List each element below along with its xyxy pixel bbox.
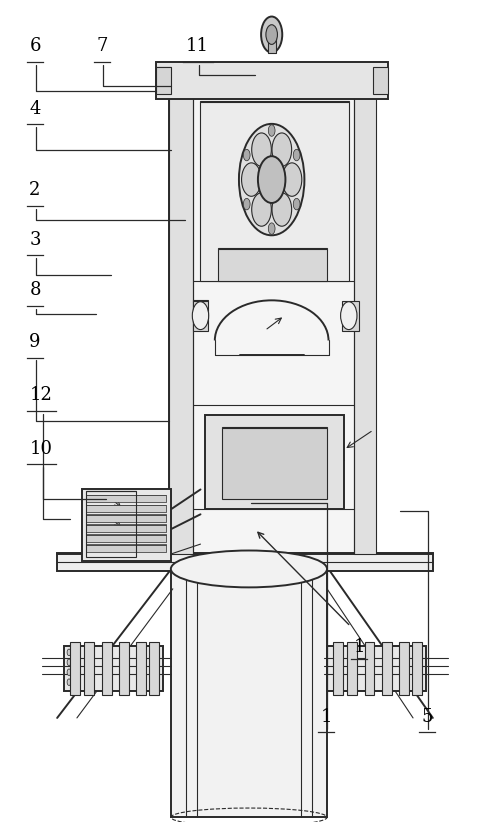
Bar bbox=[70, 643, 80, 695]
Circle shape bbox=[272, 193, 292, 226]
Bar bbox=[347, 643, 356, 695]
Bar bbox=[86, 535, 166, 542]
Bar bbox=[169, 97, 192, 554]
Bar bbox=[119, 643, 130, 695]
Text: 12: 12 bbox=[29, 386, 52, 404]
Circle shape bbox=[67, 679, 71, 686]
Circle shape bbox=[272, 133, 292, 167]
Bar bbox=[86, 492, 136, 557]
Text: 10: 10 bbox=[29, 440, 52, 458]
Text: 3: 3 bbox=[29, 231, 41, 248]
Circle shape bbox=[293, 149, 300, 161]
Bar bbox=[218, 249, 327, 281]
Text: 2: 2 bbox=[29, 182, 40, 200]
Circle shape bbox=[252, 133, 271, 167]
Circle shape bbox=[266, 25, 278, 45]
Text: 6: 6 bbox=[29, 37, 41, 55]
Circle shape bbox=[192, 302, 209, 329]
Bar bbox=[169, 97, 376, 554]
Bar bbox=[382, 643, 393, 695]
Circle shape bbox=[282, 163, 302, 196]
Circle shape bbox=[67, 649, 71, 656]
Bar bbox=[333, 643, 343, 695]
Bar bbox=[412, 643, 422, 695]
Circle shape bbox=[268, 223, 275, 234]
Ellipse shape bbox=[171, 550, 327, 587]
Circle shape bbox=[67, 659, 71, 666]
Bar bbox=[86, 506, 166, 512]
Bar bbox=[136, 643, 146, 695]
Bar bbox=[86, 516, 166, 522]
Text: 9: 9 bbox=[29, 333, 41, 351]
Bar bbox=[86, 496, 166, 502]
Bar bbox=[149, 643, 159, 695]
Circle shape bbox=[293, 198, 300, 210]
Bar bbox=[86, 526, 166, 532]
Text: 1: 1 bbox=[320, 708, 332, 725]
Bar bbox=[327, 647, 426, 691]
Circle shape bbox=[67, 669, 71, 676]
Bar bbox=[342, 301, 358, 331]
Bar bbox=[206, 415, 344, 509]
Bar bbox=[86, 545, 166, 552]
Text: 11: 11 bbox=[186, 37, 209, 55]
Bar bbox=[192, 301, 208, 331]
Circle shape bbox=[242, 163, 261, 196]
Circle shape bbox=[244, 149, 250, 161]
Bar bbox=[64, 647, 163, 691]
Circle shape bbox=[340, 302, 357, 329]
Text: 4: 4 bbox=[29, 100, 40, 117]
Text: 7: 7 bbox=[96, 37, 108, 55]
Bar bbox=[374, 68, 388, 94]
Circle shape bbox=[252, 193, 271, 226]
Bar bbox=[201, 102, 349, 280]
Bar bbox=[268, 35, 276, 53]
Circle shape bbox=[261, 16, 282, 53]
Circle shape bbox=[268, 125, 275, 136]
Bar bbox=[354, 97, 376, 554]
Text: 1: 1 bbox=[354, 639, 365, 657]
Bar bbox=[57, 554, 433, 571]
Bar bbox=[365, 643, 375, 695]
Bar bbox=[84, 643, 94, 695]
Bar bbox=[156, 63, 388, 99]
Circle shape bbox=[244, 198, 250, 210]
Bar bbox=[156, 68, 171, 94]
Bar bbox=[82, 489, 171, 561]
Circle shape bbox=[239, 124, 304, 235]
Circle shape bbox=[258, 156, 285, 203]
Bar bbox=[222, 428, 327, 499]
Bar bbox=[102, 643, 112, 695]
Bar bbox=[399, 643, 409, 695]
Text: 5: 5 bbox=[422, 708, 433, 725]
Text: 8: 8 bbox=[29, 281, 41, 299]
Bar bbox=[171, 569, 327, 818]
